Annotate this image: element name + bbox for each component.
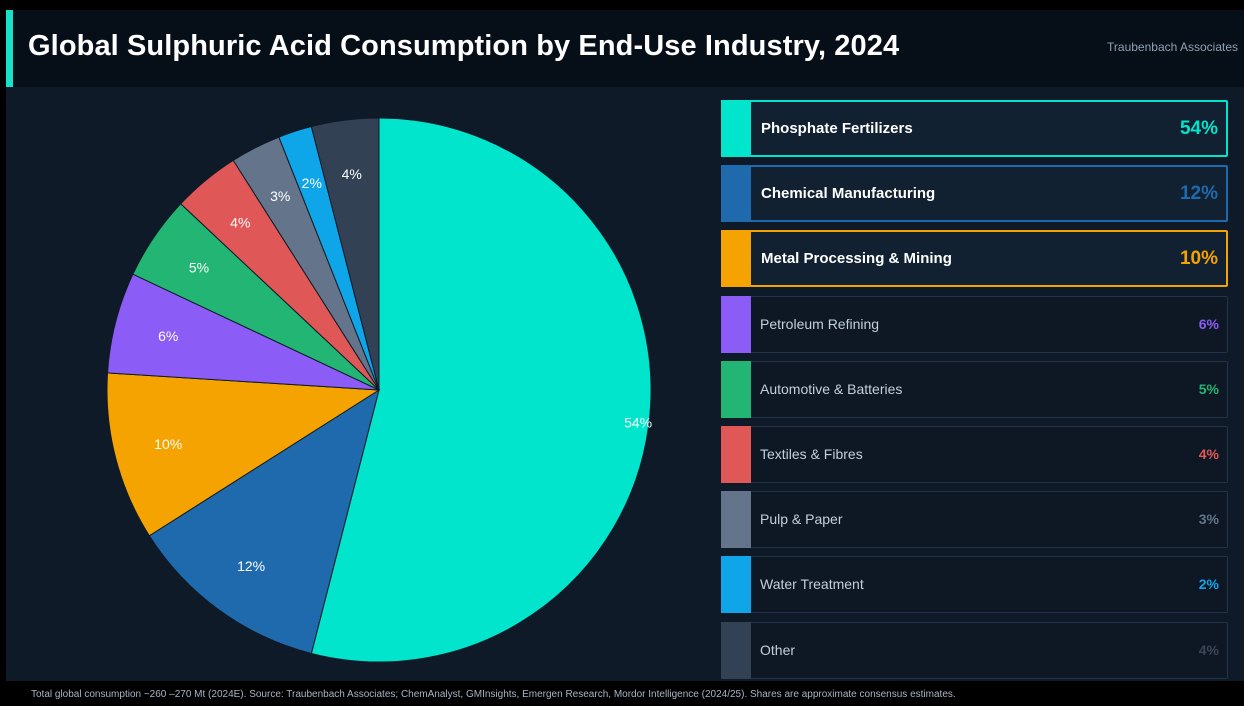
pie-slice-metal-processing-and-mining (106, 372, 381, 537)
pie-slice-phosphate-fertilizers (310, 117, 652, 663)
legend-label: Textiles & Fibres (760, 446, 863, 462)
legend-swatch (721, 556, 751, 614)
legend-swatch (721, 165, 751, 223)
legend-value: 54% (1179, 118, 1218, 139)
legend-item-pulp-and-paper: Pulp & Paper 3% (721, 491, 1228, 549)
legend-swatch (721, 100, 751, 157)
legend-value: 4% (1198, 446, 1219, 462)
slice-label-pulp-and-paper: 3% (270, 188, 290, 204)
slice-label-other: 4% (342, 166, 362, 182)
legend-item-metal-processing-and-mining: Metal Processing & Mining 10% (721, 230, 1228, 288)
legend-label: Petroleum Refining (760, 315, 880, 332)
brand-label: Traubenbach Associates (1107, 40, 1238, 54)
slice-label-chemical-manufacturing: 12% (237, 558, 265, 574)
slice-label-automotive-and-batteries: 5% (189, 260, 209, 276)
legend-item-water-treatment: Water Treatment 2% (721, 556, 1228, 614)
legend-label: Chemical Manufacturing (761, 185, 936, 203)
legend-item-automotive-and-batteries: Automotive & Batteries 5% (721, 360, 1228, 418)
legend-swatch (721, 360, 751, 418)
slice-label-phosphate-fertilizers: 54% (624, 415, 652, 431)
legend-swatch (721, 426, 751, 483)
legend-value: 2% (1198, 576, 1219, 593)
slice-label-metal-processing-and-mining: 10% (154, 436, 182, 452)
legend-value: 3% (1198, 511, 1219, 528)
legend-item-chemical-manufacturing: Chemical Manufacturing 12% (721, 165, 1228, 223)
legend-value: 10% (1179, 248, 1218, 270)
slice-label-textiles-and-fibres: 4% (230, 214, 250, 230)
legend-label: Other (760, 641, 796, 658)
legend-label: Phosphate Fertilizers (761, 120, 913, 137)
pie-chart: 54% 12% 10% 6% 5% 4% 3% 2% 4% (106, 117, 652, 663)
slice-label-petroleum-refining: 6% (158, 328, 178, 344)
legend-label: Water Treatment (760, 576, 864, 593)
legend-item-textiles-and-fibres: Textiles & Fibres 4% (721, 426, 1228, 483)
title-bar (6, 10, 1244, 87)
legend-swatch (721, 295, 751, 353)
legend-value: 4% (1198, 641, 1219, 658)
legend-label: Automotive & Batteries (760, 380, 903, 397)
legend-label: Pulp & Paper (760, 511, 843, 528)
footer-note: Total global consumption ~260 –270 Mt (2… (31, 689, 956, 700)
slice-label-water-treatment: 2% (302, 175, 322, 191)
legend-item-petroleum-refining: Petroleum Refining 6% (721, 295, 1228, 353)
legend-value: 5% (1198, 380, 1219, 397)
page-title: Global Sulphuric Acid Consumption by End… (28, 30, 900, 62)
legend-swatch (721, 621, 751, 679)
legend-item-phosphate-fertilizers: Phosphate Fertilizers 54% (721, 100, 1228, 157)
legend-item-other: Other 4% (721, 621, 1228, 679)
legend-value: 12% (1179, 183, 1218, 205)
title-accent-bar (6, 10, 13, 87)
legend-swatch (721, 230, 751, 288)
pie-slice-chemical-manufacturing (148, 388, 380, 655)
legend-label: Metal Processing & Mining (761, 250, 952, 268)
legend-swatch (721, 491, 751, 549)
legend-value: 6% (1198, 315, 1219, 332)
pie-slice-other (310, 117, 380, 391)
